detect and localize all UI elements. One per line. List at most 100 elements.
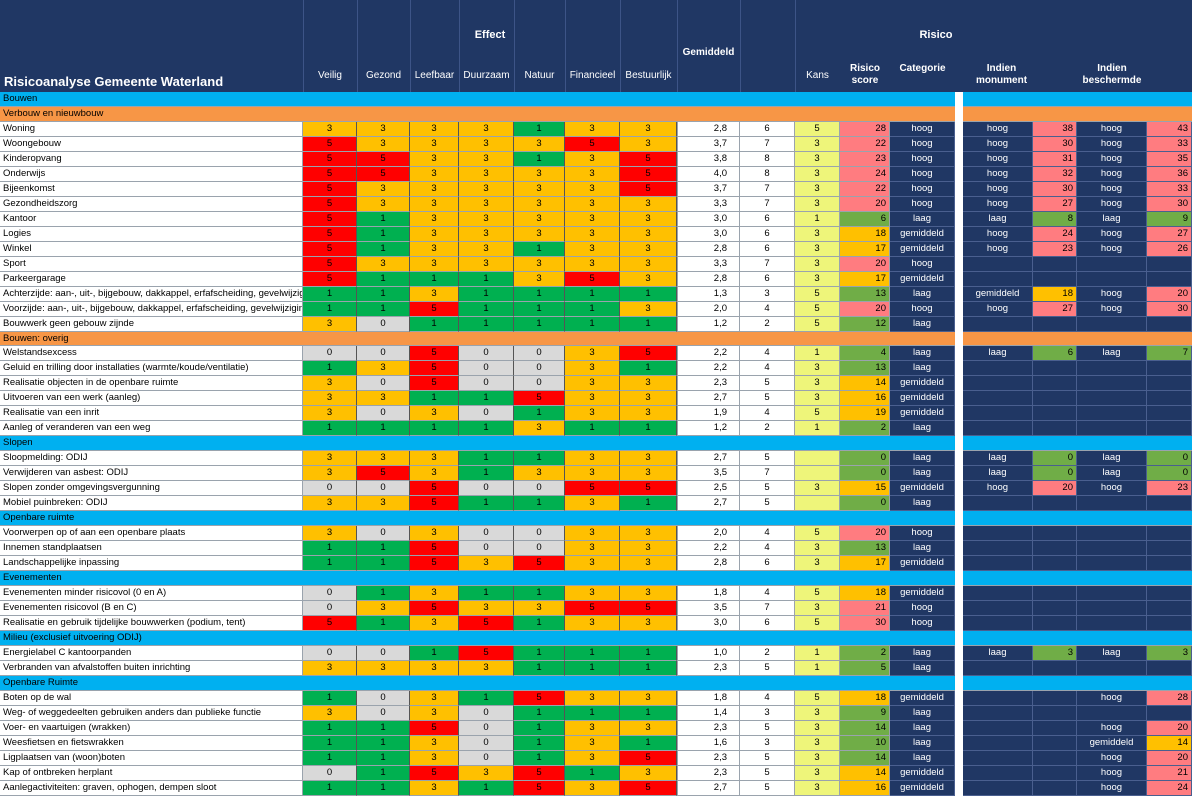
- effect-cell: 5: [410, 496, 459, 512]
- beschermde-score-cell: [1147, 541, 1192, 557]
- effect-cell: 3: [565, 780, 620, 796]
- effect-cell: 3: [565, 406, 620, 422]
- categorie-cell: laag: [890, 541, 955, 557]
- effect-cell: 3: [410, 586, 459, 601]
- gemiddeld-cell: 1,4: [677, 705, 740, 721]
- monument-score-cell: [1033, 765, 1077, 781]
- risico-score-cell: 30: [840, 615, 890, 631]
- effect-cell: 0: [514, 346, 565, 362]
- gemiddeld-cell: 1,6: [677, 735, 740, 751]
- effect-cell: 5: [620, 600, 677, 616]
- row-label: Woongebouw: [0, 136, 303, 152]
- gemiddeld-cell: 2,3: [677, 765, 740, 781]
- risico-score-cell: 2: [840, 421, 890, 437]
- effect-cell: 0: [357, 690, 410, 706]
- gemiddeld-cell: 3,7: [677, 181, 740, 197]
- effect-cell: 3: [357, 136, 410, 152]
- effect-cell: 1: [357, 720, 410, 736]
- effect-cell: 1: [410, 316, 459, 332]
- effect-cell: 0: [459, 346, 514, 362]
- effect-cell: 1: [303, 735, 357, 751]
- count-cell: 2: [740, 316, 795, 332]
- effect-cell: 1: [514, 496, 565, 512]
- row-label: Bouwwerk geen gebouw zijnde: [0, 316, 303, 332]
- effect-cell: 1: [303, 301, 357, 317]
- beschermde-score-cell: 20: [1147, 750, 1192, 766]
- kans-cell: 3: [795, 271, 840, 287]
- monument-categorie-cell: hoog: [963, 121, 1033, 137]
- risico-score-cell: 2: [840, 645, 890, 661]
- effect-cell: 3: [357, 361, 410, 377]
- effect-cell: 1: [357, 780, 410, 796]
- section-fill: [963, 571, 1192, 586]
- effect-cell: 5: [459, 645, 514, 661]
- risico-score-cell: 4: [840, 346, 890, 362]
- effect-cell: 3: [514, 466, 565, 482]
- effect-cell: 0: [357, 481, 410, 497]
- effect-cell: 1: [514, 660, 565, 676]
- monument-categorie-cell: gemiddeld: [963, 286, 1033, 302]
- row-label: Onderwijs: [0, 166, 303, 182]
- kans-cell: 3: [795, 166, 840, 182]
- effect-cell: 3: [357, 496, 410, 512]
- row-label: Aanlegactiviteiten: graven, ophogen, dem…: [0, 780, 303, 796]
- beschermde-score-cell: [1147, 271, 1192, 287]
- count-cell: 4: [740, 406, 795, 422]
- monument-score-cell: 30: [1033, 181, 1077, 197]
- gemiddeld-cell: 2,0: [677, 301, 740, 317]
- risico-heading: Risico: [919, 29, 953, 41]
- risico-score-cell: 5: [840, 660, 890, 676]
- effect-cell: 3: [459, 226, 514, 242]
- row-label: Ligplaatsen van (woon)boten: [0, 750, 303, 766]
- effect-cell: 3: [303, 526, 357, 542]
- effect-cell: 3: [620, 690, 677, 706]
- effect-cell: 3: [565, 466, 620, 482]
- monument-categorie-cell: [963, 586, 1033, 601]
- effect-cell: 3: [620, 196, 677, 212]
- beschermde-categorie-cell: hoog: [1077, 151, 1147, 167]
- beschermde-categorie-cell: hoog: [1077, 720, 1147, 736]
- gemiddeld-cell: 2,2: [677, 541, 740, 557]
- risico-score-cell: 14: [840, 720, 890, 736]
- effect-cell: 1: [357, 421, 410, 437]
- effect-cell: 5: [303, 166, 357, 182]
- monument-categorie-cell: [963, 615, 1033, 631]
- count-cell: 6: [740, 556, 795, 572]
- gemiddeld-cell: 2,3: [677, 720, 740, 736]
- categorie-cell: laag: [890, 496, 955, 512]
- effect-cell: 3: [459, 181, 514, 197]
- effect-cell: 1: [620, 705, 677, 721]
- effect-cell: 5: [565, 271, 620, 287]
- effect-cell: 5: [410, 481, 459, 497]
- monument-score-cell: 27: [1033, 301, 1077, 317]
- header-divider: [514, 0, 515, 92]
- gemiddeld-cell: 3,5: [677, 466, 740, 482]
- kans-cell: 3: [795, 151, 840, 167]
- gemiddeld-cell: 2,3: [677, 376, 740, 392]
- effect-cell: 5: [410, 361, 459, 377]
- effect-cell: 1: [565, 421, 620, 437]
- monument-score-cell: [1033, 541, 1077, 557]
- count-cell: 7: [740, 256, 795, 272]
- effect-cell: 0: [459, 481, 514, 497]
- effect-cell: 3: [410, 690, 459, 706]
- monument-categorie-cell: [963, 660, 1033, 676]
- beschermde-categorie-cell: [1077, 316, 1147, 332]
- risico-score-cell: 21: [840, 600, 890, 616]
- effect-cell: 3: [565, 241, 620, 257]
- header-divider: [303, 0, 304, 92]
- beschermde-score-cell: [1147, 256, 1192, 272]
- effect-cell: 1: [620, 496, 677, 512]
- monument-categorie-cell: [963, 541, 1033, 557]
- monument-score-cell: 0: [1033, 466, 1077, 482]
- effect-cell: 3: [459, 166, 514, 182]
- kans-cell: 3: [795, 361, 840, 377]
- effect-cell: 3: [514, 211, 565, 227]
- effect-cell: 3: [565, 361, 620, 377]
- monument-score-cell: 3: [1033, 645, 1077, 661]
- effect-cell: 3: [620, 121, 677, 137]
- effect-cell: 3: [565, 750, 620, 766]
- count-cell: 4: [740, 361, 795, 377]
- effect-column-header: Natuur: [524, 70, 555, 81]
